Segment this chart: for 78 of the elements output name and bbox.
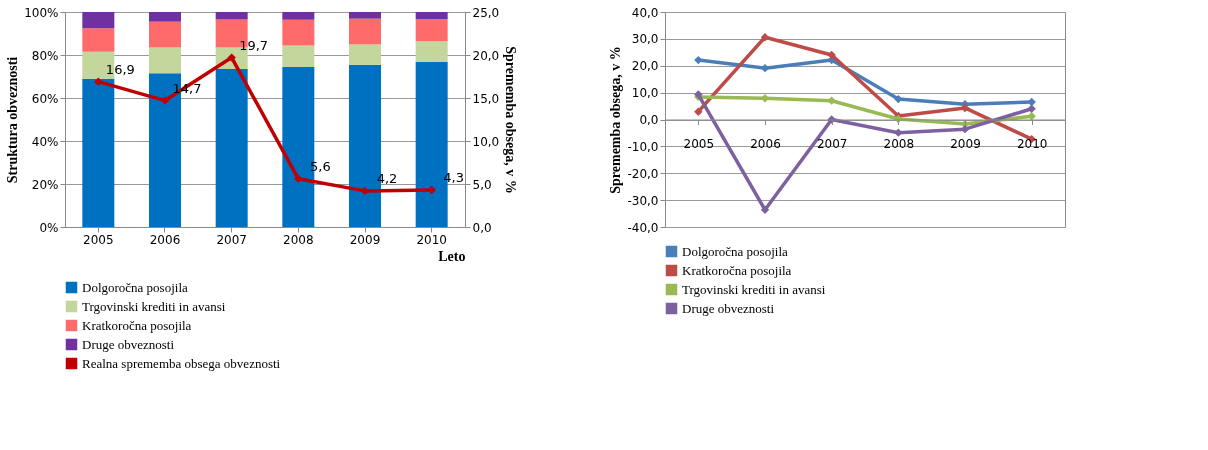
point (694, 55, 703, 65)
y2-tick-label: 10,0 (472, 134, 500, 149)
bar (349, 12, 381, 19)
y-tick-label: 80% (31, 48, 59, 63)
y2-tick-label: 25,0 (472, 5, 500, 20)
x-tick-label: 2009 (349, 232, 381, 247)
y-tick-label: -10,0 (627, 139, 659, 154)
y2-tick-label: 5,0 (472, 177, 492, 192)
x-tick-label: 2009 (950, 137, 981, 151)
y2-tick-label: 0,0 (472, 220, 492, 235)
bar (149, 47, 181, 74)
x-tick-label: 2005 (683, 137, 715, 151)
y-tick-label: -40,0 (627, 220, 659, 235)
bar (415, 41, 448, 62)
point (427, 185, 436, 195)
point (760, 63, 770, 73)
point (1027, 112, 1036, 121)
bar (149, 12, 181, 22)
legend-label: Realna sprememba obsega obveznosti (82, 355, 281, 371)
bar (349, 18, 381, 45)
x-tick-label: 2007 (216, 232, 247, 247)
bar (282, 12, 315, 20)
y2-tick-label: 15,0 (472, 91, 500, 106)
bar (282, 45, 315, 68)
y-tick-label: 40% (31, 134, 59, 149)
y-tick-label: 30,0 (631, 32, 659, 47)
x-tick-label: 2007 (816, 137, 848, 151)
bar (215, 12, 248, 20)
point (694, 107, 703, 116)
legend-label: Trgovinski krediti in avansi (682, 281, 826, 297)
bar (82, 28, 115, 52)
y2-tick-label: 20,0 (472, 48, 500, 63)
point (160, 96, 170, 105)
bar (349, 44, 381, 65)
y-tick-label: 20,0 (631, 59, 659, 74)
y-tick-label: -30,0 (627, 193, 659, 208)
x-tick-label: 2010 (416, 232, 447, 247)
legend-label: Trgovinski krediti in avansi (82, 298, 226, 314)
bar (415, 12, 448, 19)
y-tick-label: 10,0 (631, 86, 659, 101)
y-tick-label: 20% (31, 177, 59, 192)
point (827, 50, 836, 60)
point (760, 33, 770, 42)
bar (415, 18, 448, 42)
legend-label: Kratkoročna posojila (82, 317, 192, 333)
point (760, 205, 770, 214)
y2-axis-title: Sprememba obsega, v % (503, 46, 519, 194)
x-tick-label: 2006 (750, 137, 781, 151)
legend-label: Druge obveznosti (82, 336, 175, 352)
y-tick-label: 0% (39, 220, 59, 235)
y-axis-title: Struktura obveznosti (5, 56, 21, 184)
legend-label: Kratkoročna posojila (682, 262, 792, 278)
x-tick-label: 2006 (149, 232, 181, 247)
data-label: 16,9 (105, 61, 135, 77)
point (1027, 104, 1036, 113)
y-tick-label: 100% (24, 5, 59, 20)
x-tick-label: 2008 (283, 232, 314, 247)
x-tick-label: 2010 (1016, 137, 1048, 151)
y-axis-title: Sprememba obsega, v % (608, 46, 624, 194)
legend-label: Druge obveznosti (682, 300, 775, 316)
point (294, 174, 303, 184)
y-tick-label: 0,0 (639, 113, 659, 127)
bar (282, 19, 315, 46)
y-tick-label: 60% (31, 91, 59, 106)
legend-label: Dolgoročna posojila (682, 243, 789, 259)
y-tick-label: 40,0 (631, 5, 659, 20)
x-tick-label: 2008 (883, 137, 915, 151)
x-axis-title: Leto (438, 248, 466, 264)
point (94, 77, 103, 86)
data-label: 19,7 (239, 37, 269, 53)
point (894, 94, 903, 104)
y-tick-label: -20,0 (627, 166, 659, 181)
x-tick-label: 2005 (83, 232, 114, 247)
legend-label: Dolgoročna posojila (82, 279, 189, 295)
bar (82, 78, 115, 227)
bar (82, 12, 115, 29)
bar (215, 68, 248, 227)
bar (149, 21, 181, 48)
